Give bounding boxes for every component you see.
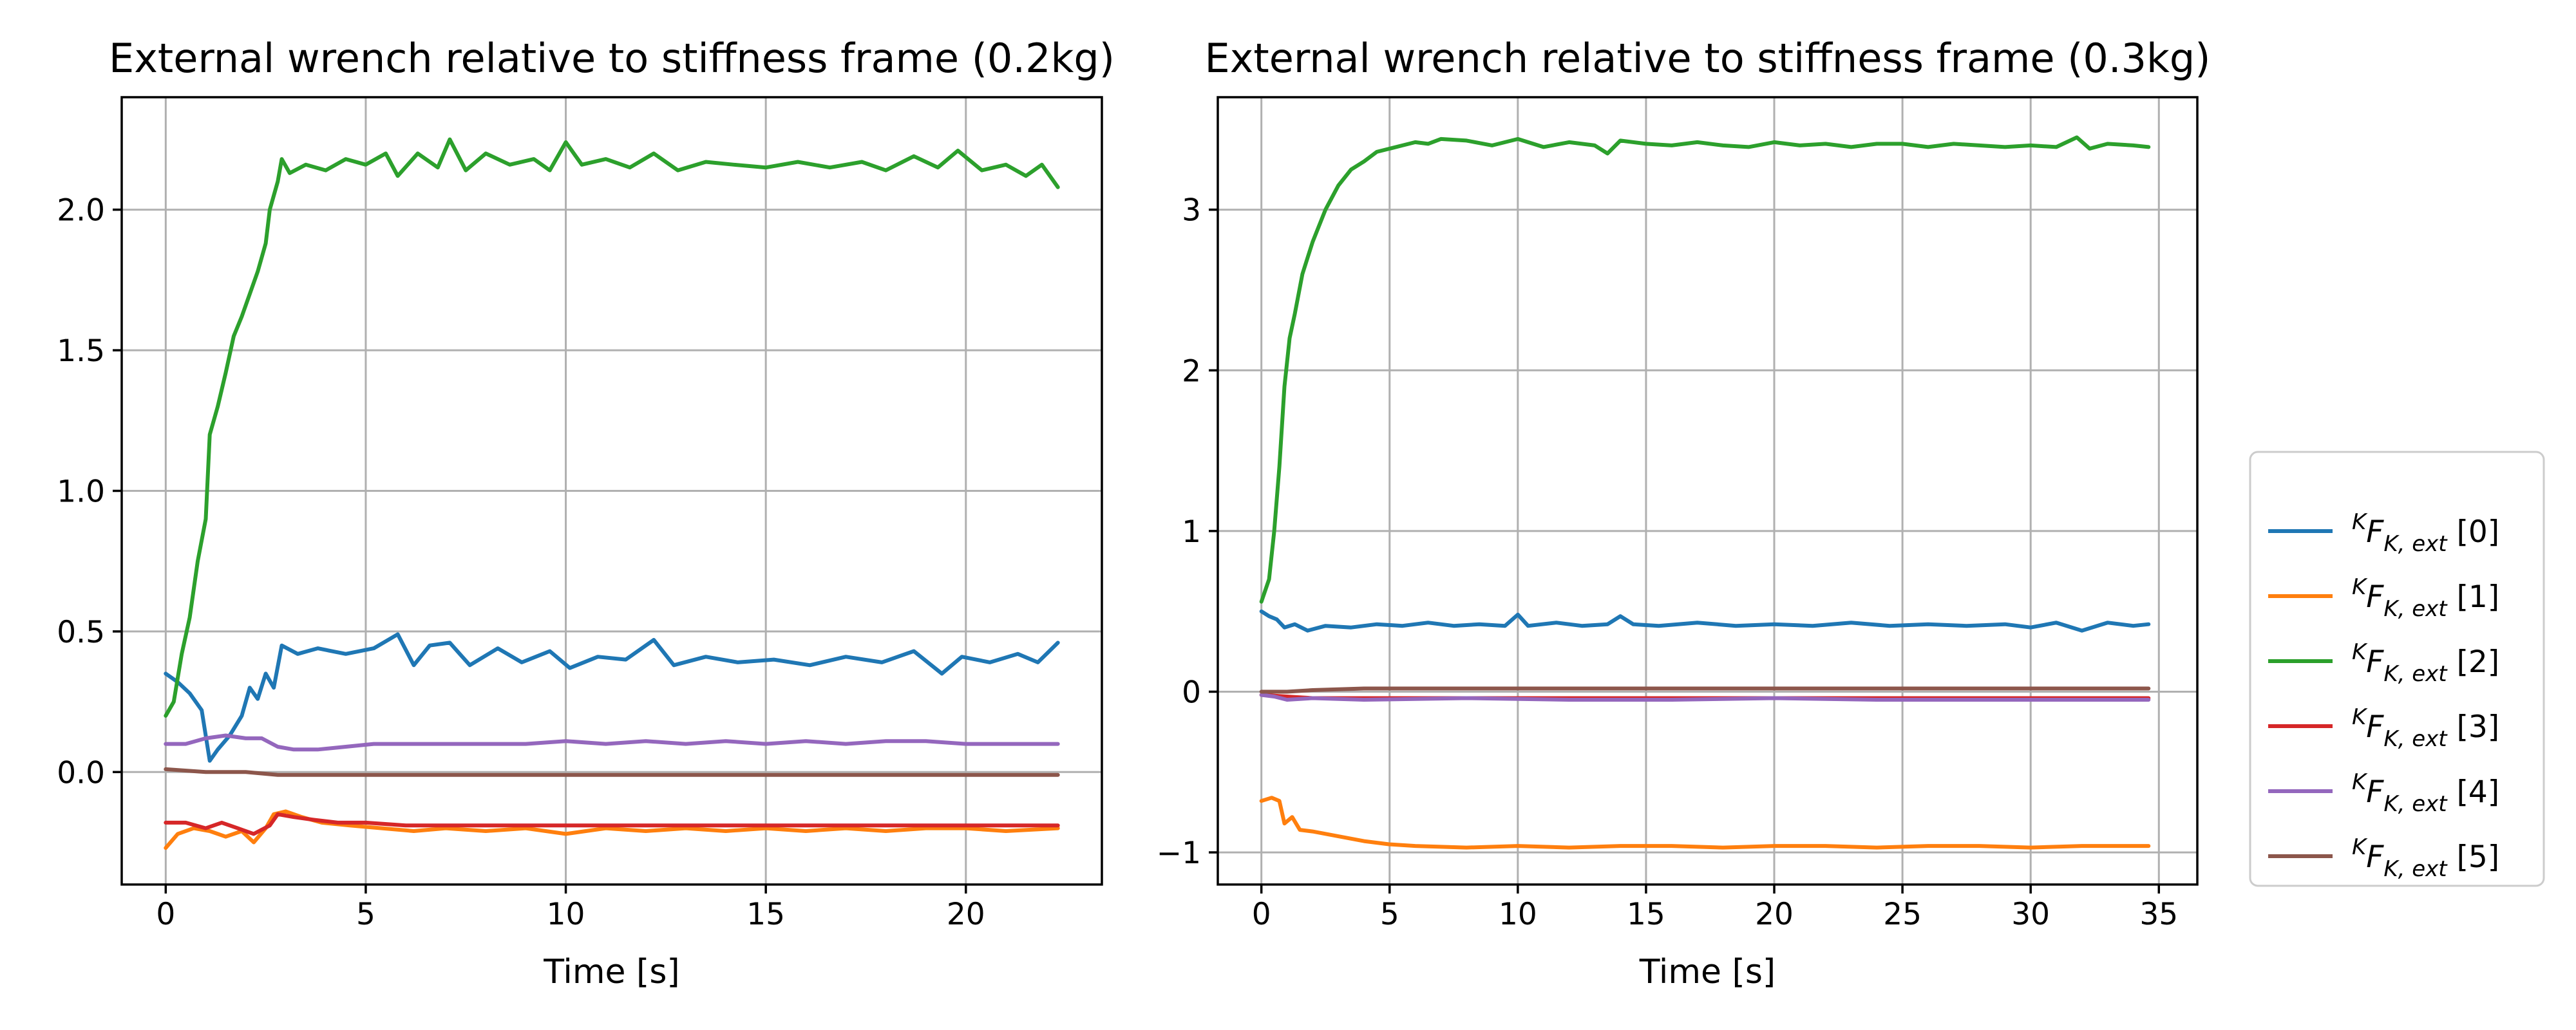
legend-entry-label: KFK, ext [4] <box>2352 769 2499 817</box>
series-line-0 <box>1259 609 2151 633</box>
x-axis-label: Time [s] <box>1639 953 1776 991</box>
x-tick-label: 20 <box>947 897 985 932</box>
legend-entry-label: KFK, ext [1] <box>2352 574 2499 622</box>
series-line-2 <box>1259 135 2151 604</box>
x-tick-label: 0 <box>1252 897 1271 932</box>
axes-frame <box>1217 96 2199 886</box>
y-tick-label: 3 <box>1182 193 1201 229</box>
series-line-4 <box>1259 693 2151 702</box>
y-tick-label: −1 <box>1157 836 1201 871</box>
y-tick-label: 1.0 <box>57 474 105 510</box>
legend-entry-label: KFK, ext [0] <box>2352 509 2499 557</box>
y-tick-label: 0 <box>1182 675 1201 710</box>
series-group <box>1259 135 2151 850</box>
series-line-3 <box>164 812 1060 836</box>
y-tick-label: 0.0 <box>57 755 105 791</box>
x-axis-label: Time [s] <box>543 953 679 991</box>
y-tick-label: 1 <box>1182 514 1201 550</box>
series-line-1 <box>1259 796 2151 850</box>
legend-entry-label: KFK, ext [2] <box>2352 639 2499 687</box>
series-line-5 <box>1259 686 2151 694</box>
series-group <box>164 137 1060 850</box>
series-line-0 <box>164 632 1060 763</box>
x-tick-label: 35 <box>2139 897 2178 932</box>
x-tick-label: 0 <box>156 897 175 932</box>
x-tick-label: 5 <box>356 897 375 932</box>
x-tick-label: 20 <box>1755 897 1794 932</box>
legend-box <box>2249 451 2545 887</box>
series-line-2 <box>164 137 1060 718</box>
y-tick-label: 1.5 <box>57 333 105 369</box>
chart-title: External wrench relative to stiffness fr… <box>109 35 1115 82</box>
x-tick-label: 15 <box>1627 897 1665 932</box>
legend-entry-label: KFK, ext [3] <box>2352 704 2499 752</box>
y-tick-label: 2 <box>1182 353 1201 389</box>
legend-entry-label: KFK, ext [5] <box>2352 834 2499 882</box>
series-line-4 <box>164 733 1060 752</box>
right-chart: 0 5 10 15 20 25 30 35 −1 0 1 2 3 External wrench rela… <box>1157 35 2211 991</box>
series-line-5 <box>164 767 1060 777</box>
x-tick-label: 10 <box>547 897 585 932</box>
x-tick-label: 10 <box>1499 897 1537 932</box>
y-tick-label: 2.0 <box>57 193 105 229</box>
x-tick-label: 30 <box>2011 897 2050 932</box>
x-tick-label: 5 <box>1380 897 1399 932</box>
legend: KFK, ext [0] KFK, ext [1] KFK, ext [2] KFK,… <box>2249 451 2545 887</box>
left-chart: 0 5 10 15 20 0.0 0.5 1.0 1.5 2.0 External wrench r… <box>57 35 1115 991</box>
x-tick-label: 25 <box>1883 897 1922 932</box>
y-tick-label: 0.5 <box>57 615 105 650</box>
x-tick-label: 15 <box>746 897 785 932</box>
chart-title: External wrench relative to stiffness fr… <box>1205 35 2211 82</box>
